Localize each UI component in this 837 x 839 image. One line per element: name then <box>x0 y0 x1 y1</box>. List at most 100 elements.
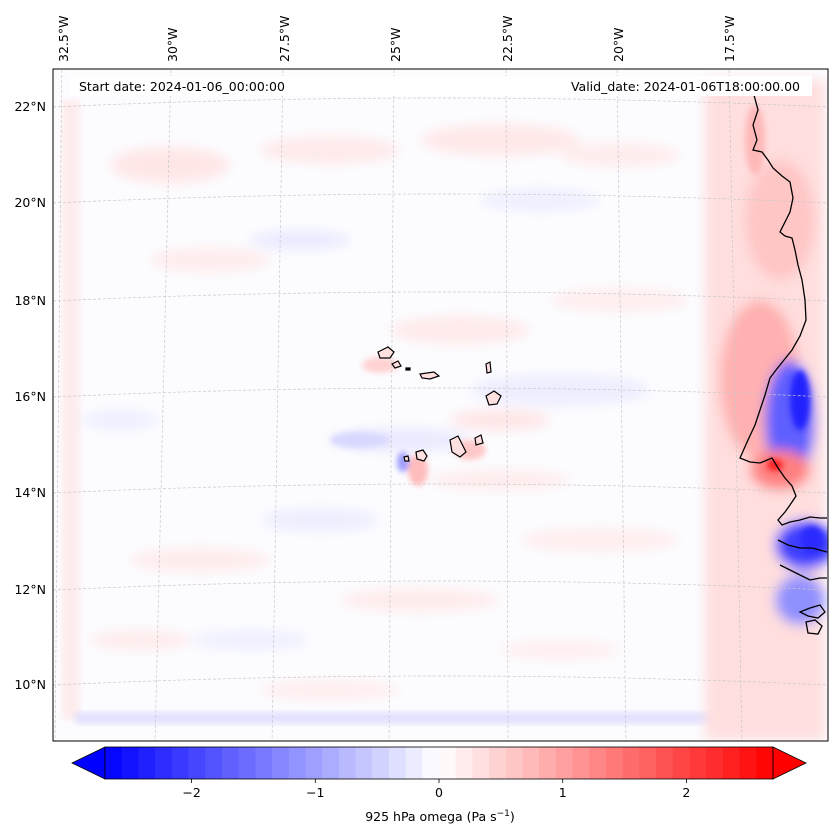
colorbar-step <box>305 747 323 779</box>
map-frame <box>52 68 829 742</box>
parallel-line <box>53 97 828 108</box>
island-boa-vista <box>485 390 502 406</box>
meridian-line <box>388 69 395 741</box>
colorbar-step <box>121 747 139 779</box>
colorbar-step <box>405 747 423 779</box>
parallel-line <box>53 193 828 204</box>
parallel-line <box>53 580 828 591</box>
parallel-line <box>53 387 828 398</box>
lat-label: 14°N <box>14 485 46 500</box>
colorbar-step <box>505 747 524 779</box>
island-sal <box>485 361 492 374</box>
lon-label: 17.5°W <box>722 16 737 62</box>
colorbar-step <box>455 747 473 779</box>
colorbar-step <box>756 747 774 779</box>
island-santiago <box>449 435 467 458</box>
colorbar-step <box>422 747 440 779</box>
colorbar-extend-high <box>772 746 807 780</box>
lat-label: 16°N <box>14 389 46 404</box>
lon-label: 32.5°W <box>56 16 71 62</box>
colorbar-step <box>589 747 607 779</box>
lat-label: 22°N <box>14 99 46 114</box>
lat-label: 12°N <box>14 582 46 597</box>
colorbar-ticks: −2 −1 0 1 2 <box>182 779 690 800</box>
island-maio <box>474 434 484 446</box>
island-santo-antao <box>377 346 395 359</box>
omega-field <box>62 80 828 740</box>
colorbar-step <box>322 747 340 779</box>
colorbar-step <box>689 747 707 779</box>
colorbar-step <box>555 747 574 779</box>
lon-label: 25°W <box>388 27 403 62</box>
parallel-line <box>53 291 828 302</box>
colorbar: −2 −1 0 1 2 925 hPa omega (Pa s−1) <box>71 746 807 824</box>
meridian-line <box>54 69 63 741</box>
colorbar-step <box>155 747 173 779</box>
lat-label: 20°N <box>14 195 46 210</box>
lon-label: 20°W <box>611 27 626 62</box>
colorbar-step <box>639 747 657 779</box>
lon-label: 22.5°W <box>500 16 515 62</box>
colorbar-step <box>656 747 674 779</box>
latitude-labels: 22°N 20°N 18°N 16°N 14°N 12°N 10°N <box>14 99 46 692</box>
lat-label: 10°N <box>14 677 46 692</box>
colorbar-step <box>338 747 357 779</box>
map-panel: Start date: 2024-01-06_00:00:00 Valid_da… <box>52 68 829 742</box>
lon-label: 30°W <box>165 27 180 62</box>
header-strip <box>70 76 812 96</box>
colorbar-step <box>439 747 457 779</box>
island-brava <box>403 455 410 462</box>
parallel-line <box>53 483 828 494</box>
colorbar-tick-label: −2 <box>182 785 200 800</box>
coastline <box>739 94 828 635</box>
meridian-line <box>728 69 743 741</box>
colorbar-step <box>472 747 490 779</box>
colorbar-tick-label: 2 <box>682 785 690 800</box>
meridian-line <box>271 69 284 741</box>
colorbar-step <box>672 747 691 779</box>
cape-verde-islands <box>377 346 502 462</box>
colorbar-step <box>138 747 156 779</box>
colorbar-step <box>221 747 240 779</box>
colorbar-step <box>272 747 290 779</box>
island-santa-luzia <box>405 367 411 371</box>
colorbar-step <box>372 747 390 779</box>
longitude-labels: 32.5°W 30°W 27.5°W 25°W 22.5°W 20°W 17.5… <box>56 16 737 62</box>
colorbar-step <box>706 747 724 779</box>
start-date-label: Start date: 2024-01-06_00:00:00 <box>79 79 285 94</box>
colorbar-step <box>722 747 741 779</box>
valid-date-label: Valid_date: 2024-01-06T18:00:00.00 <box>571 79 800 94</box>
parallel-line <box>53 675 828 686</box>
colorbar-step <box>188 747 206 779</box>
colorbar-extend-low <box>71 746 106 780</box>
graticule <box>53 69 828 741</box>
colorbar-step <box>171 747 190 779</box>
colorbar-step <box>489 747 507 779</box>
colorbar-step <box>238 747 256 779</box>
colorbar-step <box>105 747 123 779</box>
colorbar-tick-label: 1 <box>559 785 567 800</box>
colorbar-step <box>572 747 590 779</box>
colorbar-step <box>288 747 306 779</box>
lat-label: 18°N <box>14 293 46 308</box>
colorbar-step <box>255 747 273 779</box>
colorbar-step <box>739 747 757 779</box>
colorbar-step <box>522 747 540 779</box>
meridian-line <box>505 69 509 741</box>
island-sao-vicente <box>391 360 402 369</box>
colorbar-tick-label: 0 <box>435 785 443 800</box>
colorbar-step <box>355 747 373 779</box>
meridian-line <box>616 69 627 741</box>
island-sao-nicolau <box>419 371 441 380</box>
colorbar-step <box>622 747 640 779</box>
colorbar-step <box>205 747 223 779</box>
colorbar-steps <box>105 747 774 779</box>
colorbar-label: 925 hPa omega (Pa s−1) <box>365 809 515 824</box>
colorbar-tick-label: −1 <box>306 785 324 800</box>
lon-label: 27.5°W <box>277 16 292 62</box>
colorbar-step <box>606 747 624 779</box>
island-fogo <box>415 449 428 462</box>
colorbar-step <box>539 747 557 779</box>
colorbar-step <box>388 747 407 779</box>
